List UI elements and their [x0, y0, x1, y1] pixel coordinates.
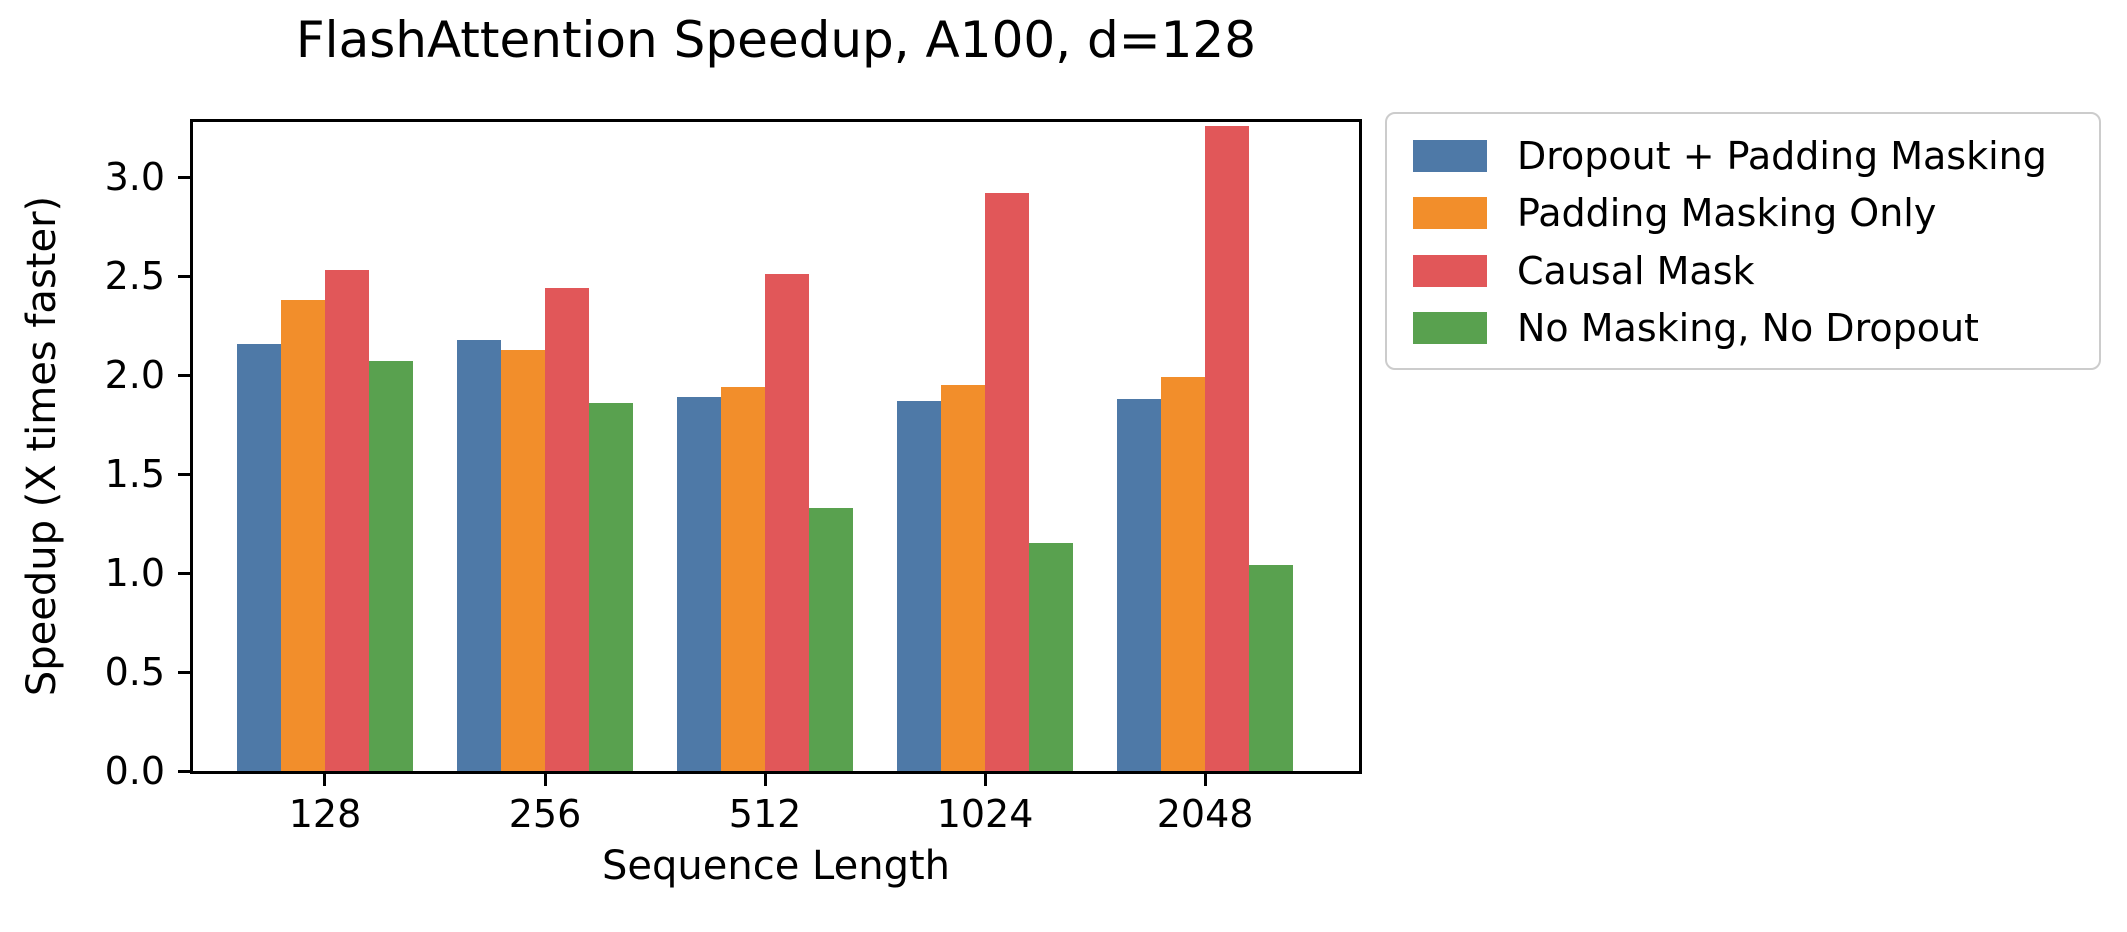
- x-tick-mark: [543, 771, 547, 786]
- y-tick-mark: [178, 175, 193, 179]
- bar-2048-series1: [1161, 377, 1206, 771]
- plot-area: 0.0 0.5 1.0 1.5 2.0 2.5 3.0 128 256 512 1024 2048: [105, 119, 1362, 833]
- legend-item: Padding Masking Only: [1413, 192, 2081, 234]
- bar-1024-series2: [985, 193, 1030, 771]
- y-tick-label: 1.5: [104, 452, 165, 497]
- x-tick-label: 256: [508, 792, 582, 836]
- x-tick-mark: [1203, 771, 1207, 786]
- x-tick-label: 128: [288, 792, 362, 836]
- bar-1024-series1: [941, 385, 986, 771]
- bar-512-series2: [765, 274, 810, 771]
- y-tick-mark: [178, 571, 193, 575]
- bar-128-series2: [324, 270, 369, 771]
- bar-2048-series2: [1205, 125, 1250, 771]
- y-tick-label: 2.0: [104, 353, 165, 398]
- bar-1024-series3: [1029, 543, 1074, 771]
- legend-swatch: [1413, 311, 1487, 344]
- legend-label: Dropout + Padding Masking: [1517, 134, 2047, 179]
- bar-256-series3: [589, 402, 634, 771]
- bar-128-series1: [280, 300, 325, 771]
- y-tick-label: 1.0: [104, 551, 165, 596]
- x-tick-label: 1024: [936, 792, 1034, 836]
- bar-256-series0: [457, 339, 501, 771]
- x-tick-mark: [983, 771, 987, 786]
- legend-swatch: [1413, 140, 1487, 173]
- y-tick-mark: [178, 274, 193, 278]
- y-tick-mark: [178, 472, 193, 476]
- legend-label: Causal Mask: [1517, 248, 1755, 293]
- x-tick-mark: [323, 771, 327, 786]
- x-axis-label: Sequence Length: [602, 843, 950, 889]
- legend-item: No Masking, No Dropout: [1413, 307, 2081, 349]
- legend-swatch: [1413, 197, 1487, 230]
- bar-512-series3: [809, 507, 854, 771]
- y-tick-label: 0.0: [104, 749, 165, 793]
- y-tick-mark: [178, 769, 193, 773]
- bar-256-series1: [501, 349, 545, 771]
- legend-item: Dropout + Padding Masking: [1413, 135, 2081, 177]
- x-tick-label: 512: [728, 792, 802, 836]
- bar-2048-series0: [1117, 399, 1162, 771]
- bar-128-series3: [368, 361, 413, 771]
- y-tick-label: 3.0: [104, 155, 165, 200]
- y-tick-label: 0.5: [104, 650, 165, 695]
- bar-2048-series3: [1249, 565, 1294, 771]
- y-tick-label: 2.5: [104, 254, 165, 299]
- x-tick-mark: [763, 771, 767, 786]
- legend-label: Padding Masking Only: [1517, 191, 1937, 236]
- legend: Dropout + Padding Masking Padding Masking…: [1385, 112, 2101, 370]
- bar-512-series0: [677, 397, 722, 771]
- bar-128-series0: [236, 343, 281, 771]
- bar-512-series1: [721, 387, 766, 771]
- x-tick-label: 2048: [1156, 792, 1254, 836]
- y-tick-mark: [178, 373, 193, 377]
- y-tick-mark: [178, 670, 193, 674]
- chart-title: FlashAttention Speedup, A100, d=128: [295, 11, 1257, 69]
- legend-label: No Masking, No Dropout: [1517, 305, 1979, 350]
- bar-256-series2: [545, 288, 589, 771]
- y-axis-label: Speedup (X times faster): [19, 195, 65, 697]
- bar-1024-series0: [897, 401, 942, 771]
- legend-item: Causal Mask: [1413, 250, 2081, 292]
- legend-swatch: [1413, 254, 1487, 287]
